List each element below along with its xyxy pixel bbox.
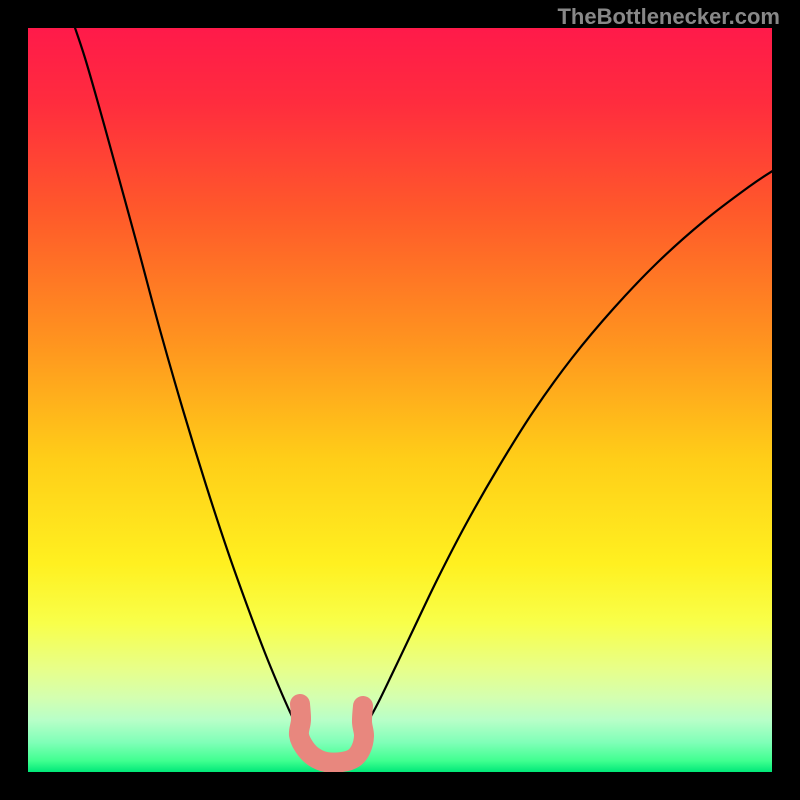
watermark-text: TheBottlenecker.com <box>557 4 780 30</box>
bottleneck-chart <box>0 0 800 800</box>
chart-container: TheBottlenecker.com <box>0 0 800 800</box>
plot-area <box>28 28 772 772</box>
